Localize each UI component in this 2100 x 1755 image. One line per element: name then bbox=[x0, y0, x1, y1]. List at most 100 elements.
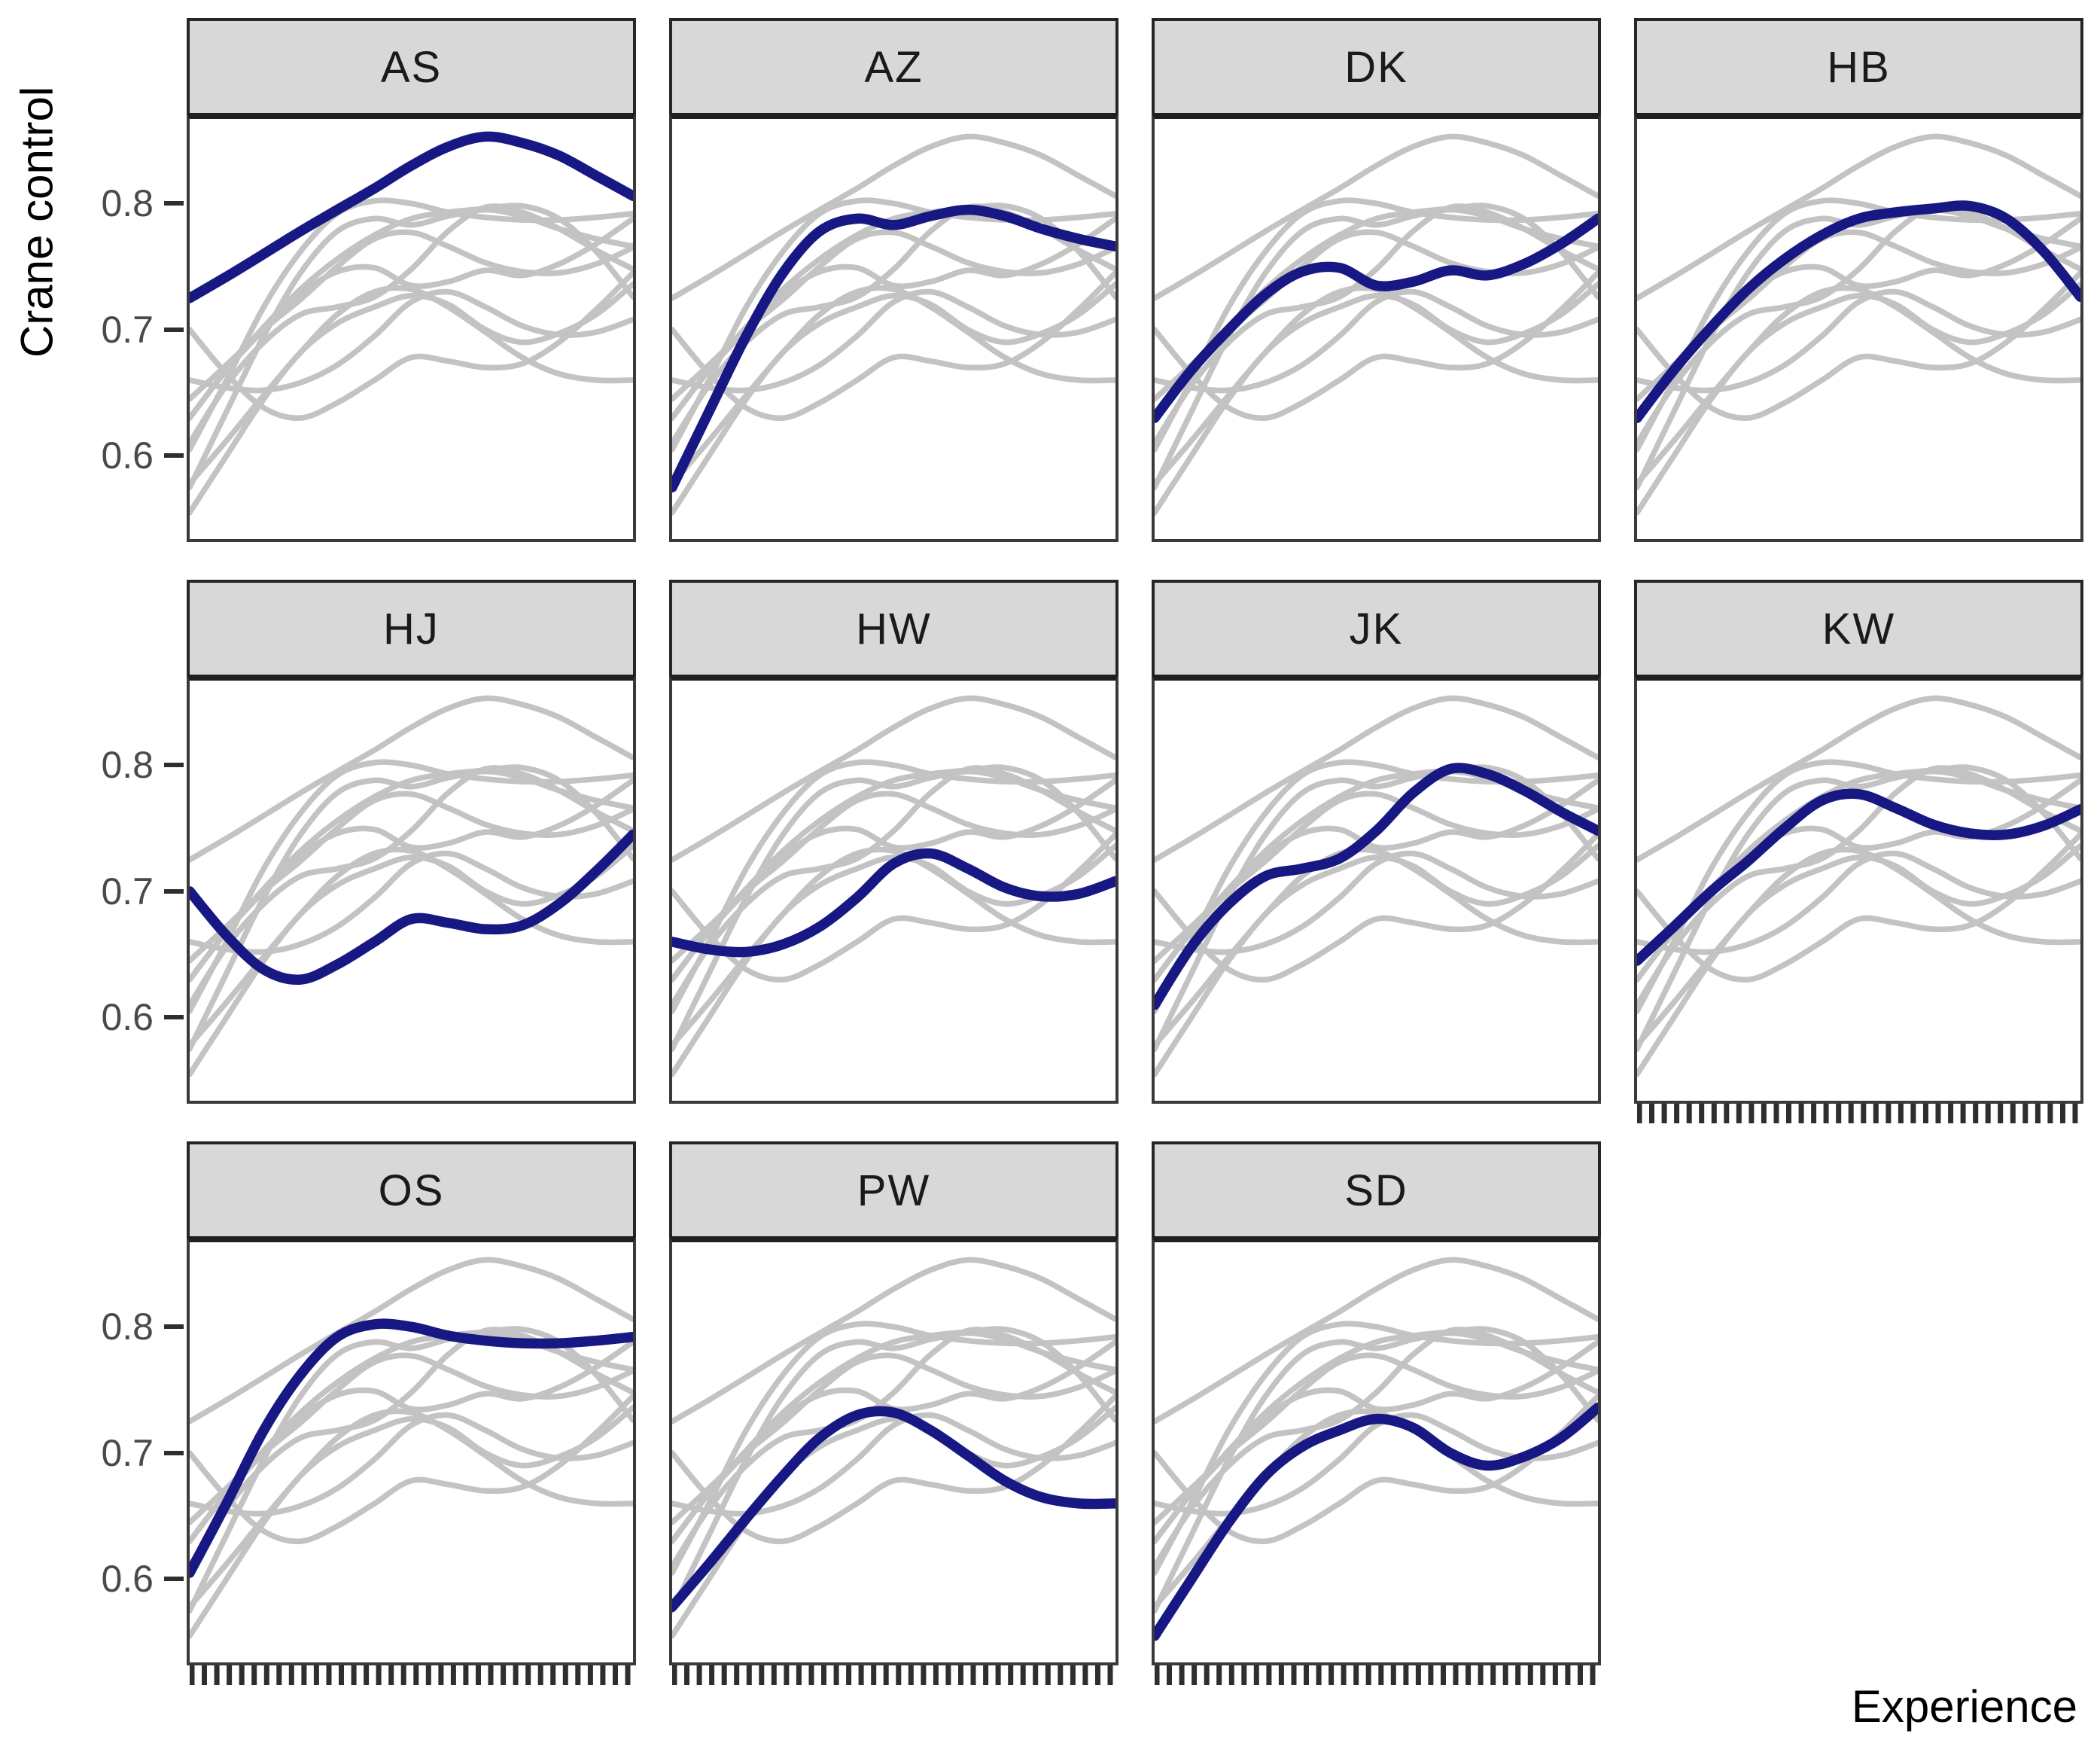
y-axis-tick-mark bbox=[164, 453, 184, 459]
x-axis-tick-mark bbox=[1748, 1104, 1755, 1123]
x-axis-tick-mark bbox=[983, 1665, 989, 1685]
background-line-hb bbox=[1155, 1326, 1598, 1544]
facet-strip: PW bbox=[669, 1141, 1118, 1236]
x-axis-tick-mark bbox=[1328, 1665, 1335, 1685]
facet-os: OS 0.8 0.7 0.6 bbox=[101, 1141, 636, 1685]
y-axis-tick-label: 0.8 bbox=[101, 744, 154, 787]
x-axis-tick-mark bbox=[562, 1665, 568, 1685]
x-axis-tick-mark bbox=[1378, 1665, 1384, 1685]
x-axis-tick-mark bbox=[933, 1665, 939, 1685]
x-axis-tick-mark bbox=[684, 1665, 689, 1685]
y-axis-tick-label: 0.6 bbox=[101, 1558, 154, 1601]
facet-strip: JK bbox=[1152, 580, 1601, 675]
x-axis-tick-mark bbox=[2022, 1104, 2028, 1123]
facet-panel bbox=[1152, 675, 1601, 1104]
background-line-jk bbox=[1637, 203, 2080, 446]
x-axis-tick-mark bbox=[1761, 1104, 1767, 1123]
background-line-os bbox=[1155, 759, 1598, 1014]
x-axis-tick-mark bbox=[721, 1665, 727, 1685]
x-axis-tick-mark bbox=[1082, 1665, 1088, 1685]
x-axis-tick-mark bbox=[1973, 1104, 1979, 1123]
highlight-line-hj bbox=[190, 829, 633, 986]
facet-strip: HJ bbox=[187, 580, 636, 675]
background-line-os bbox=[672, 197, 1115, 452]
x-axis-tick-mark bbox=[2060, 1104, 2065, 1123]
x-axis-tick-mark bbox=[1058, 1665, 1064, 1685]
x-axis-tick-mark bbox=[784, 1665, 790, 1685]
facet-az: AZ bbox=[669, 18, 1118, 542]
x-axis-tick-mark bbox=[239, 1665, 245, 1685]
x-axis-tick-mark bbox=[1935, 1104, 1941, 1123]
x-axis-tick-mark bbox=[1736, 1104, 1742, 1123]
x-axis-tick-mark bbox=[1415, 1665, 1421, 1685]
background-line-as bbox=[672, 695, 1115, 863]
highlight-line-pw bbox=[672, 1406, 1115, 1613]
x-axis-ticks-canvas bbox=[1636, 1104, 2078, 1123]
x-axis-tick-mark bbox=[2035, 1104, 2041, 1123]
background-line-jk bbox=[1155, 1327, 1598, 1570]
background-line-kw bbox=[190, 1352, 633, 1525]
x-axis-tick-mark bbox=[945, 1665, 951, 1685]
x-axis-tick-mark bbox=[2047, 1104, 2053, 1123]
y-axis-tick-mark bbox=[164, 1577, 184, 1582]
x-axis-tick-mark bbox=[251, 1665, 257, 1685]
facet-panel bbox=[187, 675, 636, 1104]
x-axis-tick-mark bbox=[771, 1665, 777, 1685]
background-line-as bbox=[1637, 133, 2080, 301]
background-line-kw bbox=[190, 791, 633, 964]
facet-strip-label: AZ bbox=[864, 42, 924, 92]
x-axis-tick-mark bbox=[1885, 1104, 1892, 1123]
x-axis-tick-mark bbox=[1985, 1104, 1991, 1123]
facet-panel-canvas bbox=[190, 131, 633, 516]
x-axis-tick-mark bbox=[1316, 1665, 1322, 1685]
highlight-line-as bbox=[190, 131, 633, 303]
facet-strip: SD bbox=[1152, 1141, 1601, 1236]
x-axis-tick-mark bbox=[288, 1665, 294, 1685]
facet-strip-label: SD bbox=[1344, 1165, 1408, 1215]
background-line-sd bbox=[190, 842, 633, 1077]
y-axis-tick-mark bbox=[164, 763, 184, 768]
x-axis-ticks-canvas bbox=[189, 1665, 631, 1685]
x-axis-tick-mark bbox=[339, 1665, 344, 1685]
background-line-jk bbox=[1155, 203, 1598, 446]
x-axis-tick-mark bbox=[958, 1665, 963, 1685]
x-axis-tick-mark bbox=[1552, 1665, 1558, 1685]
x-axis-tick-mark bbox=[1848, 1104, 1854, 1123]
background-line-kw bbox=[672, 791, 1115, 964]
x-axis-tick-mark bbox=[871, 1665, 877, 1685]
y-axis-tick-mark bbox=[164, 1015, 184, 1020]
highlight-line-dk bbox=[1155, 213, 1598, 423]
y-axis-tick-label: 0.8 bbox=[101, 182, 154, 225]
x-axis-tick-mark bbox=[1266, 1665, 1272, 1685]
x-axis-tick-mark bbox=[921, 1665, 927, 1685]
background-line-hj bbox=[1637, 270, 2080, 422]
facet-panel-canvas bbox=[190, 695, 633, 1077]
x-axis-tick-mark bbox=[1786, 1104, 1791, 1123]
facet-grid: AS 0.8 0.7 0.6 AZ DK HB HJ 0.8 0.7 0.6 HW JK KW OS 0.8 0… bbox=[101, 18, 2083, 1685]
x-axis-tick-mark bbox=[1527, 1665, 1533, 1685]
background-line-sd bbox=[190, 281, 633, 516]
background-line-sd bbox=[1155, 842, 1598, 1077]
y-axis-tick-label: 0.7 bbox=[101, 870, 154, 913]
x-axis-tick-mark bbox=[1565, 1665, 1571, 1685]
background-line-kw bbox=[1155, 1352, 1598, 1525]
facet-strip: KW bbox=[1634, 580, 2083, 675]
background-line-sd bbox=[1637, 842, 2080, 1077]
facet-strip-label: JK bbox=[1349, 604, 1404, 654]
x-axis-tick-mark bbox=[1154, 1665, 1160, 1685]
x-axis-tick-mark bbox=[1478, 1665, 1484, 1685]
x-axis-ticks-canvas bbox=[671, 1665, 1113, 1685]
background-line-jk bbox=[672, 1327, 1115, 1570]
background-line-hj bbox=[672, 1393, 1115, 1545]
highlight-line-sd bbox=[1155, 1402, 1598, 1641]
x-axis-tick-mark bbox=[1241, 1665, 1247, 1685]
facet-kw: KW bbox=[1634, 580, 2083, 1123]
facet-jk: JK bbox=[1152, 580, 1601, 1104]
x-axis-tick-mark bbox=[1948, 1104, 1954, 1123]
x-axis-tick-mark bbox=[276, 1665, 282, 1685]
x-axis-tick-mark bbox=[1291, 1665, 1297, 1685]
x-axis-tick-mark bbox=[1661, 1104, 1667, 1123]
x-axis-tick-mark bbox=[796, 1665, 802, 1685]
x-axis-tick-mark bbox=[833, 1665, 839, 1685]
x-axis-tick-mark bbox=[1453, 1665, 1459, 1685]
